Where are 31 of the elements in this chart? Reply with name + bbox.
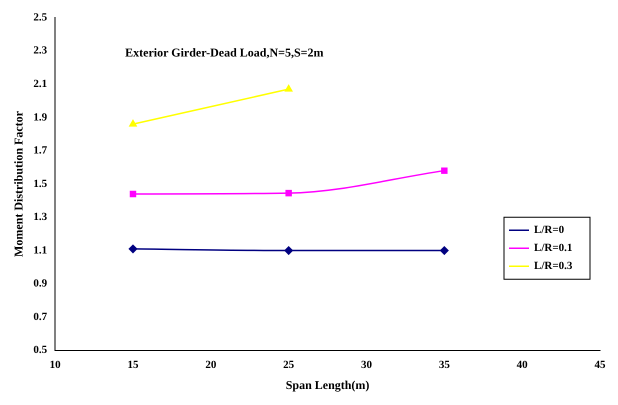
- y-tick-label: 0.5: [33, 344, 48, 356]
- y-tick-label: 1.1: [33, 244, 48, 256]
- point: [284, 246, 293, 255]
- y-tick-label: 0.9: [33, 278, 48, 290]
- point: [441, 167, 448, 174]
- y-tick-label: 1.3: [33, 211, 48, 224]
- x-axis-title: Span Length(m): [286, 378, 370, 392]
- point: [130, 190, 136, 198]
- point: [440, 246, 449, 255]
- y-tick-label: 2.3: [33, 44, 48, 57]
- x-tick-label: 45: [594, 358, 606, 371]
- point: [285, 190, 292, 196]
- x-tick-label: 15: [127, 358, 139, 371]
- y-tick-label: 2.1: [33, 78, 48, 90]
- legend-label: L/R=0.1: [534, 242, 572, 254]
- x-tick-label: 35: [438, 358, 450, 371]
- text: Exterior Girder-Dead Load,N=5,S=2m: [125, 46, 324, 60]
- x-tick-label: 30: [360, 358, 372, 371]
- y-axis-title: Moment Distribution Factor: [11, 110, 26, 257]
- x-tick-label: 10: [50, 358, 62, 371]
- y-tick-label: 1.5: [33, 178, 48, 190]
- x-tick-label: 25: [283, 358, 295, 371]
- y-tick-label: 2.5: [33, 11, 48, 24]
- legend-label: L/R=0: [534, 224, 565, 236]
- point: [128, 244, 138, 254]
- legend-label: L/R=0.3: [534, 260, 573, 272]
- y-tick-label: 1.7: [33, 144, 48, 157]
- x-tick-label: 20: [205, 358, 217, 371]
- x-tick-label: 40: [516, 358, 528, 371]
- y-tick-label: 0.7: [33, 310, 48, 323]
- y-tick-label: 1.9: [33, 111, 48, 124]
